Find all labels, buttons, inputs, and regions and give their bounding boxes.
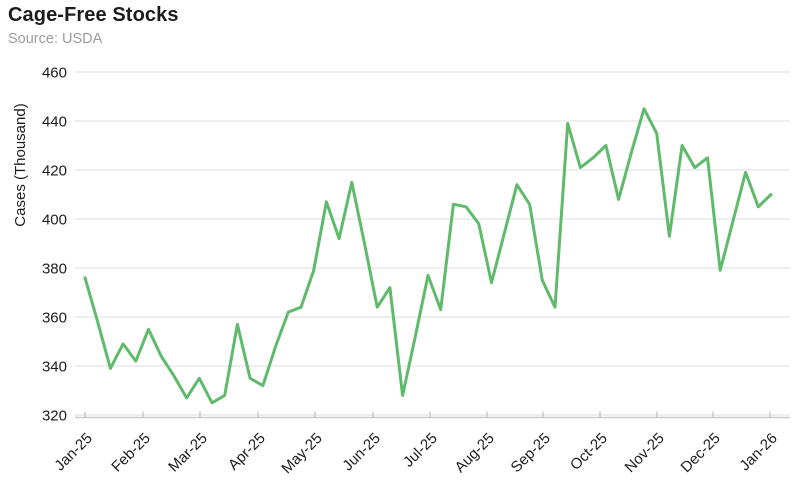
x-tick-label: Nov-25	[622, 430, 668, 476]
x-tick-label: Apr-25	[225, 430, 269, 474]
y-tick-label: 400	[42, 212, 67, 229]
y-tick-label: 340	[42, 359, 67, 376]
y-tick-label: 360	[42, 310, 67, 327]
x-tick-label: Feb-25	[108, 430, 154, 476]
x-tick-label: Mar-25	[165, 430, 211, 476]
chart-source: Source: USDA	[8, 31, 103, 47]
y-tick-label: 440	[42, 114, 67, 131]
x-tick-label: Jul-25	[400, 430, 441, 471]
y-axis-title: Cases (Thousand)	[12, 103, 29, 226]
x-tick-label: Oct-25	[567, 430, 611, 474]
chart-title: Cage-Free Stocks	[8, 4, 179, 26]
x-tick-label: Sep-25	[508, 430, 554, 476]
x-tick-label: Dec-25	[678, 430, 724, 476]
y-tick-label: 420	[42, 163, 67, 180]
data-line-cage-free-stocks	[83, 107, 773, 405]
y-tick-label: 460	[42, 65, 67, 82]
y-tick-label: 380	[42, 261, 67, 278]
x-tick-label: May-25	[278, 430, 325, 477]
x-tick-label: Jun-25	[339, 430, 383, 474]
y-tick-label: 320	[42, 408, 67, 425]
x-tick-label: Aug-25	[452, 430, 498, 476]
x-tick-label: Jan-26	[736, 430, 780, 474]
x-tick-label: Jan-25	[51, 430, 95, 474]
